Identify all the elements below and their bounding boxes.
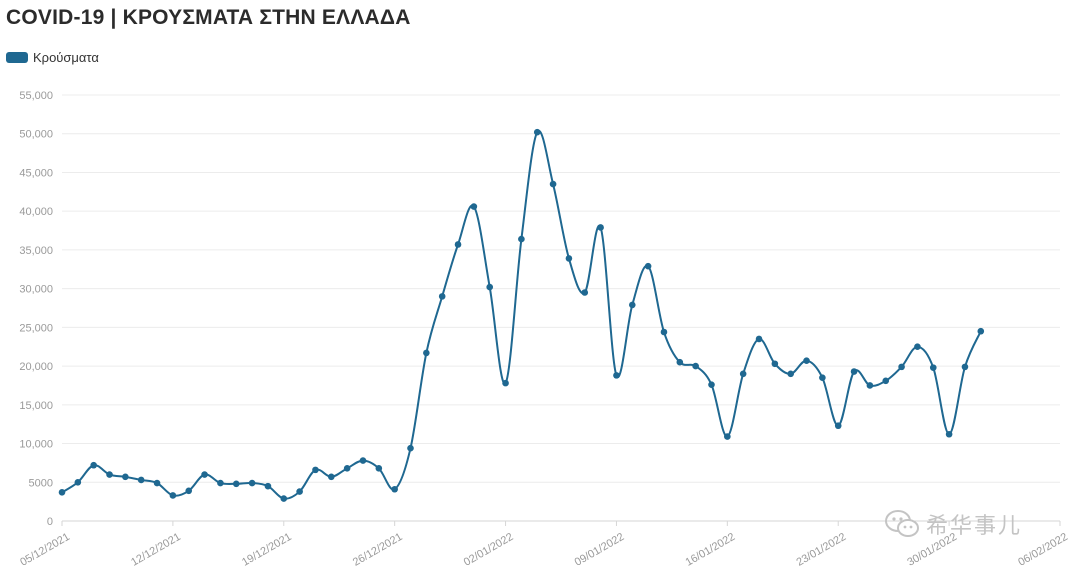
x-tick-label: 16/01/2022 bbox=[684, 531, 738, 569]
data-point[interactable] bbox=[803, 357, 810, 364]
x-tick-label: 05/12/2021 bbox=[18, 531, 72, 569]
y-tick-label: 45,000 bbox=[19, 167, 53, 179]
data-point[interactable] bbox=[423, 349, 430, 357]
watermark-text: 希华事儿 bbox=[926, 514, 1023, 539]
wechat-icon bbox=[885, 510, 919, 537]
y-tick-label: 15,000 bbox=[19, 400, 53, 412]
data-point[interactable] bbox=[280, 495, 288, 502]
data-point[interactable] bbox=[137, 476, 145, 484]
y-axis-ticks: 0 5000 10,000 15,000 20,000 25,000 30,000 35,00… bbox=[19, 90, 53, 528]
x-tick-label: 09/01/2022 bbox=[573, 531, 627, 569]
data-point[interactable] bbox=[169, 492, 177, 499]
y-tick-label: 5000 bbox=[29, 477, 53, 489]
data-point[interactable] bbox=[834, 422, 842, 430]
legend-swatch bbox=[6, 52, 28, 63]
data-point[interactable] bbox=[518, 235, 525, 243]
y-tick-label: 10,000 bbox=[19, 439, 53, 451]
chart-title: COVID-19 | ΚΡΟΥΣΜΑΤΑ ΣΤΗΝ ΕΛΛΑΔΑ bbox=[6, 6, 411, 29]
data-point[interactable] bbox=[628, 301, 636, 309]
data-point[interactable] bbox=[549, 180, 557, 188]
data-point[interactable] bbox=[660, 328, 668, 336]
data-point[interactable] bbox=[106, 471, 113, 478]
y-tick-label: 55,000 bbox=[19, 90, 53, 102]
data-point[interactable] bbox=[581, 289, 589, 296]
data-point[interactable] bbox=[359, 457, 367, 464]
data-point[interactable] bbox=[438, 293, 446, 300]
data-point[interactable] bbox=[185, 487, 193, 495]
data-point[interactable] bbox=[122, 473, 129, 481]
data-point[interactable] bbox=[248, 479, 256, 487]
y-tick-label: 25,000 bbox=[19, 322, 53, 334]
data-point[interactable] bbox=[724, 433, 731, 440]
data-point[interactable] bbox=[597, 224, 604, 231]
data-point[interactable] bbox=[755, 335, 763, 343]
data-point[interactable] bbox=[58, 489, 66, 496]
y-tick-label: 30,000 bbox=[19, 284, 53, 296]
data-point[interactable] bbox=[486, 283, 494, 291]
watermark: 希华事儿 bbox=[884, 508, 1022, 540]
data-point[interactable] bbox=[866, 382, 874, 389]
data-point[interactable] bbox=[407, 444, 414, 452]
y-tick-label: 40,000 bbox=[19, 206, 53, 218]
data-point[interactable] bbox=[343, 465, 351, 472]
data-point[interactable] bbox=[502, 379, 509, 387]
data-points bbox=[58, 128, 985, 502]
y-tick-label: 0 bbox=[47, 516, 53, 528]
data-point[interactable] bbox=[787, 370, 794, 378]
data-point[interactable] bbox=[201, 471, 208, 478]
data-point[interactable] bbox=[676, 358, 684, 366]
data-point[interactable] bbox=[613, 372, 620, 379]
data-point[interactable] bbox=[771, 360, 779, 368]
data-point[interactable] bbox=[470, 203, 478, 210]
legend-label: Κρούσματα bbox=[33, 50, 99, 65]
data-point[interactable] bbox=[961, 363, 969, 371]
data-point[interactable] bbox=[533, 128, 541, 136]
legend[interactable]: Κρούσματα bbox=[6, 50, 99, 65]
data-point[interactable] bbox=[565, 255, 573, 262]
x-tick-label: 02/01/2022 bbox=[462, 531, 516, 569]
data-point[interactable] bbox=[882, 377, 890, 385]
x-tick-label: 06/02/2022 bbox=[1016, 531, 1070, 569]
x-tick-label: 19/12/2021 bbox=[240, 531, 294, 569]
data-point[interactable] bbox=[739, 370, 747, 378]
data-point[interactable] bbox=[153, 479, 161, 487]
x-tick-label: 23/01/2022 bbox=[794, 531, 848, 569]
data-point[interactable] bbox=[232, 480, 240, 488]
y-tick-label: 35,000 bbox=[19, 245, 53, 257]
data-point[interactable] bbox=[328, 473, 335, 481]
y-tick-label: 20,000 bbox=[19, 361, 53, 373]
data-point[interactable] bbox=[945, 430, 953, 438]
data-point[interactable] bbox=[977, 327, 985, 335]
data-point[interactable] bbox=[90, 461, 97, 469]
data-point[interactable] bbox=[264, 482, 272, 490]
data-point[interactable] bbox=[312, 466, 319, 474]
data-point[interactable] bbox=[644, 262, 652, 270]
data-point[interactable] bbox=[819, 374, 826, 382]
data-point[interactable] bbox=[296, 488, 303, 495]
x-tick-label: 12/12/2021 bbox=[129, 531, 183, 569]
data-point[interactable] bbox=[708, 381, 715, 388]
data-point[interactable] bbox=[898, 363, 905, 371]
data-point[interactable] bbox=[914, 343, 921, 351]
data-point[interactable] bbox=[391, 485, 398, 493]
data-point[interactable] bbox=[74, 478, 82, 486]
y-tick-label: 50,000 bbox=[19, 129, 53, 141]
data-point[interactable] bbox=[929, 364, 937, 371]
grid-lines bbox=[62, 94, 1060, 522]
data-point[interactable] bbox=[850, 368, 858, 375]
x-tick-label: 26/12/2021 bbox=[351, 531, 405, 569]
data-point[interactable] bbox=[692, 362, 699, 370]
data-point[interactable] bbox=[217, 479, 224, 487]
data-point[interactable] bbox=[375, 465, 383, 472]
data-point[interactable] bbox=[454, 241, 462, 248]
